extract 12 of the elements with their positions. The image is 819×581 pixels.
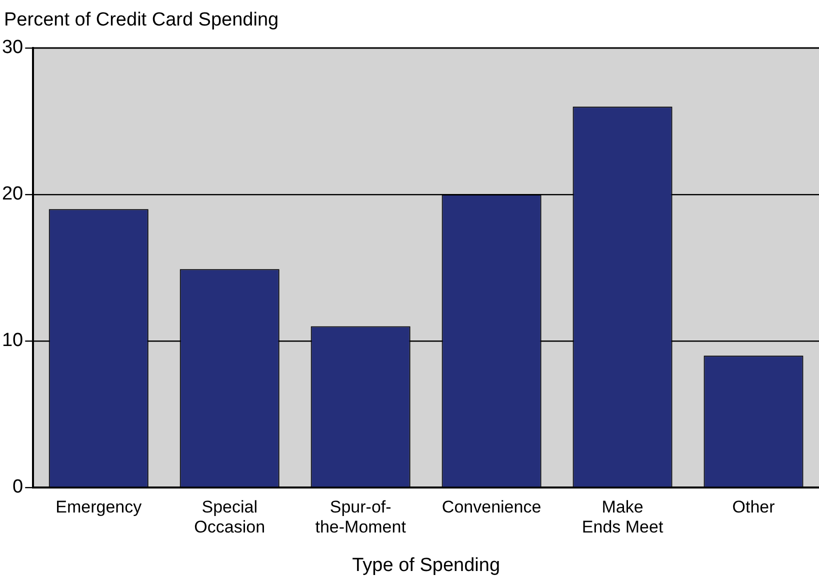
x-tick-label: Emergency — [56, 497, 142, 516]
x-tick-label: Make Ends Meet — [582, 497, 664, 537]
y-tick-label: 0 — [12, 476, 24, 498]
x-tick-label: Convenience — [442, 497, 542, 516]
x-tick-label: Spur-of- the-Moment — [315, 497, 406, 537]
x-tick-label: Special Occasion — [194, 497, 266, 537]
x-tick-label: Other — [732, 497, 776, 516]
y-tick-label: 10 — [2, 330, 24, 352]
y-tick-label: 20 — [2, 184, 24, 205]
x-axis-title: Type of Spending — [352, 554, 500, 576]
y-axis-title: Percent of Credit Card Spending — [4, 10, 279, 31]
y-tick-label: 30 — [2, 37, 24, 58]
